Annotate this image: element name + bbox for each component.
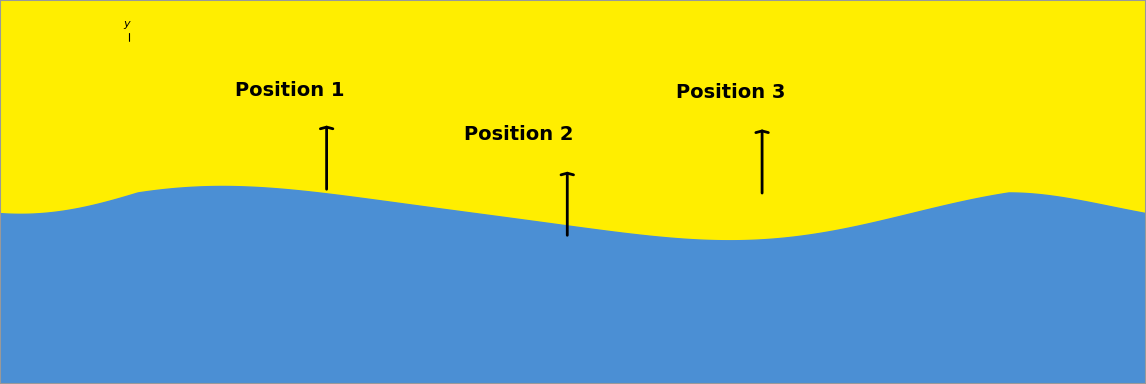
Text: y: y (124, 19, 131, 29)
Text: Position 1: Position 1 (235, 81, 345, 100)
Text: Position 3: Position 3 (676, 83, 785, 102)
Text: Position 2: Position 2 (464, 125, 574, 144)
